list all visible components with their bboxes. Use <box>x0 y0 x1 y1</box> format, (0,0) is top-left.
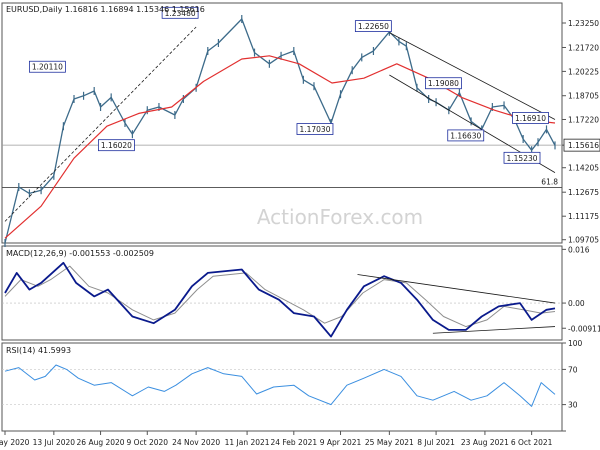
price-label-box <box>503 151 541 164</box>
x-tick-label: 25 May 2021 <box>365 438 414 447</box>
current-price-box <box>563 138 600 152</box>
price-label-text: 1.20110 <box>32 63 63 72</box>
watermark-text: ActionForex.com <box>257 205 423 229</box>
price-label-box <box>296 123 334 135</box>
price-y-tick-label: 1.23250 <box>568 19 599 28</box>
price-label-box <box>447 129 485 142</box>
price-label-text: 1.17030 <box>299 125 330 134</box>
price-label-box <box>28 60 66 73</box>
macd-bottom-trendline <box>432 326 556 334</box>
price-label-box <box>425 77 462 90</box>
macd-line <box>4 261 556 338</box>
dashed-support-trendline <box>4 26 197 222</box>
x-tick-label: 24 Nov 2020 <box>172 438 220 447</box>
price-label-box <box>512 112 549 124</box>
price-label-text: 1.16630 <box>450 131 481 140</box>
macd-top-trendline <box>357 274 556 304</box>
fib-618-label: 61.8 <box>541 177 558 186</box>
price-label-box <box>161 6 199 19</box>
price-label-text: 1.23480 <box>165 9 196 18</box>
x-tick-label: 8 Jul 2021 <box>417 438 455 447</box>
x-tick-label: 26 Aug 2020 <box>77 438 125 447</box>
x-tick-label: 11 Jan 2021 <box>225 438 270 447</box>
x-tick-label: 6 Oct 2021 <box>511 438 553 447</box>
x-tick-label: 24 Feb 2021 <box>270 438 317 447</box>
price-label-box <box>98 139 135 152</box>
macd-panel-title: MACD(12,26,9) -0.001553 -0.002509 <box>6 249 154 258</box>
x-tick-label: 23 Aug 2021 <box>461 438 509 447</box>
price-label-text: 1.16910 <box>515 114 546 123</box>
x-tick-label: 9 Oct 2020 <box>126 438 168 447</box>
rsi-y-tick-label: 100 <box>568 339 583 348</box>
x-tick-label: 9 Apr 2021 <box>320 438 362 447</box>
price-y-tick-label: 1.12675 <box>568 188 599 197</box>
price-label-text: 1.19080 <box>428 79 459 88</box>
macd-panel-frame <box>1 245 563 341</box>
rsi-y-tick-label: 70 <box>568 365 578 374</box>
rsi-y-tick-label: 30 <box>568 401 578 410</box>
price-label-text: 1.22650 <box>358 22 389 31</box>
macd-y-tick-label: 0.00 <box>568 299 585 308</box>
price-label-text: 1.16020 <box>101 141 132 150</box>
x-tick-label: 28 May 2020 <box>0 438 30 447</box>
price-y-tick-label: 1.15616 <box>568 141 599 150</box>
x-tick-label: 13 Jul 2020 <box>33 438 76 447</box>
rsi-panel-frame <box>1 342 563 432</box>
moving-average-line <box>4 55 556 239</box>
price-panel-frame <box>1 2 563 244</box>
price-y-tick-label: 1.20225 <box>568 67 599 76</box>
rsi-line <box>4 364 556 407</box>
price-y-tick-label: 1.17220 <box>568 115 599 124</box>
macd-y-tick-label: 0.016 <box>568 245 590 254</box>
price-y-tick-label: 1.11175 <box>568 212 599 221</box>
price-y-tick-label: 1.21720 <box>568 43 599 52</box>
rsi-panel-title: RSI(14) 41.5993 <box>6 346 71 355</box>
price-panel-title: EURUSD,Daily 1.16816 1.16894 1.15346 1.1… <box>6 5 205 14</box>
price-label-text: 1.15230 <box>507 154 538 163</box>
price-y-tick-label: 1.09705 <box>568 236 599 245</box>
channel-top-trendline <box>389 32 556 120</box>
macd-y-tick-label: -0.009116 <box>568 324 600 333</box>
price-y-tick-label: 1.14205 <box>568 164 599 173</box>
price-y-tick-label: 1.18705 <box>568 92 599 101</box>
price-label-box <box>354 20 392 33</box>
